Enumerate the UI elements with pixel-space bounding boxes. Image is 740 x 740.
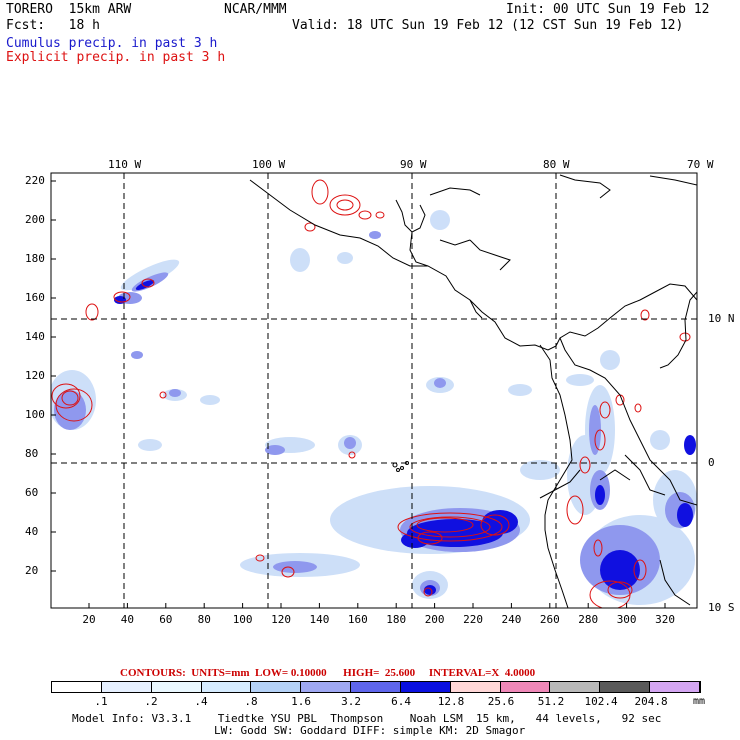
model-title: TORERO 15km ARW bbox=[6, 2, 132, 17]
x-tick-label: 100 bbox=[232, 613, 253, 626]
explicit-precip-contours bbox=[51, 179, 691, 608]
colorbar-label: 3.2 bbox=[341, 695, 361, 708]
x-tick-label: 180 bbox=[386, 613, 407, 626]
model-info: Model Info: V3.3.1 Tiedtke YSU PBL Thomp… bbox=[72, 712, 662, 725]
colorbar-swatch bbox=[500, 682, 551, 692]
x-tick-label: 260 bbox=[539, 613, 560, 626]
colorbar-swatch bbox=[301, 682, 352, 692]
y-tick-label: 200 bbox=[25, 213, 45, 226]
colorbar-swatch bbox=[101, 682, 152, 692]
x-tick-label: 220 bbox=[463, 613, 483, 626]
x-tick-label: 240 bbox=[501, 613, 522, 626]
lon-label-70w: 70 W bbox=[687, 158, 714, 171]
colorbar-label: 204.8 bbox=[634, 695, 668, 708]
lat-label-10s: 10 S bbox=[708, 601, 735, 614]
lat-lon-grid bbox=[51, 173, 697, 608]
x-tick-label: 120 bbox=[271, 613, 291, 626]
y-tick-label: 80 bbox=[25, 447, 39, 460]
colorbar-swatch bbox=[600, 682, 651, 692]
physics-info: LW: Godd SW: Goddard DIFF: simple KM: 2D… bbox=[214, 724, 526, 737]
organization: NCAR/MMM bbox=[224, 2, 287, 17]
x-tick-label: 20 bbox=[82, 613, 96, 626]
colorbar-label: .1 bbox=[94, 695, 108, 708]
y-tick-label: 160 bbox=[25, 291, 45, 304]
x-tick-label: 80 bbox=[197, 613, 211, 626]
colorbar-swatch bbox=[251, 682, 302, 692]
colorbar-swatch bbox=[52, 682, 102, 692]
colorbar-label: 6.4 bbox=[391, 695, 411, 708]
y-tick-label: 20 bbox=[25, 564, 39, 577]
y-tick-label: 100 bbox=[25, 408, 45, 421]
x-axis-ticks bbox=[88, 603, 666, 608]
y-tick-label: 220 bbox=[25, 174, 45, 187]
forecast-hour: Fcst: 18 h bbox=[6, 18, 100, 33]
lon-label-100w: 100 W bbox=[252, 158, 286, 171]
colorbar-swatch bbox=[550, 682, 601, 692]
coastlines bbox=[249, 174, 697, 608]
lon-label-90w: 90 W bbox=[400, 158, 427, 171]
colorbar-label: .4 bbox=[194, 695, 208, 708]
colorbar bbox=[51, 681, 701, 693]
lon-label-80w: 80 W bbox=[543, 158, 570, 171]
y-tick-label: 140 bbox=[25, 330, 45, 343]
colorbar-label: 25.6 bbox=[487, 695, 515, 708]
colorbar-units: mm bbox=[693, 696, 706, 707]
colorbar-swatch bbox=[650, 682, 700, 692]
colorbar-label: 51.2 bbox=[537, 695, 565, 708]
y-tick-label: 60 bbox=[25, 486, 39, 499]
colorbar-swatch bbox=[450, 682, 501, 692]
cumulus-precip-heavy bbox=[114, 279, 696, 595]
x-tick-label: 40 bbox=[120, 613, 135, 626]
colorbar-label: .2 bbox=[144, 695, 158, 708]
x-tick-label: 300 bbox=[616, 613, 637, 626]
map-frame bbox=[50, 172, 698, 609]
y-axis-ticks bbox=[51, 180, 56, 572]
colorbar-label: .8 bbox=[244, 695, 258, 708]
colorbar-label: 102.4 bbox=[584, 695, 618, 708]
x-tick-label: 140 bbox=[309, 613, 330, 626]
colorbar-label: 12.8 bbox=[437, 695, 465, 708]
x-tick-label: 60 bbox=[159, 613, 173, 626]
valid-time: Valid: 18 UTC Sun 19 Feb 12 (12 CST Sun … bbox=[292, 18, 684, 33]
colorbar-swatch bbox=[400, 682, 451, 692]
colorbar-label: 1.6 bbox=[291, 695, 311, 708]
colorbar-swatch bbox=[351, 682, 401, 692]
cumulus-legend: Cumulus precip. in past 3 h bbox=[6, 36, 218, 51]
colorbar-swatch bbox=[201, 682, 252, 692]
x-tick-label: 200 bbox=[424, 613, 445, 626]
lat-label-10n: 10 N bbox=[708, 312, 735, 325]
x-tick-label: 160 bbox=[347, 613, 368, 626]
x-tick-label: 280 bbox=[578, 613, 599, 626]
y-tick-label: 180 bbox=[25, 252, 45, 265]
x-tick-label: 320 bbox=[655, 613, 675, 626]
y-tick-label: 40 bbox=[25, 525, 39, 538]
explicit-legend: Explicit precip. in past 3 h bbox=[6, 50, 226, 65]
lat-label-0: 0 bbox=[708, 456, 715, 469]
lon-label-110w: 110 W bbox=[108, 158, 142, 171]
contour-info: CONTOURS: UNITS=mm LOW= 0.10000 HIGH= 25… bbox=[120, 667, 536, 679]
init-time: Init: 00 UTC Sun 19 Feb 12 bbox=[506, 2, 710, 17]
y-tick-label: 120 bbox=[25, 369, 45, 382]
colorbar-swatch bbox=[151, 682, 202, 692]
